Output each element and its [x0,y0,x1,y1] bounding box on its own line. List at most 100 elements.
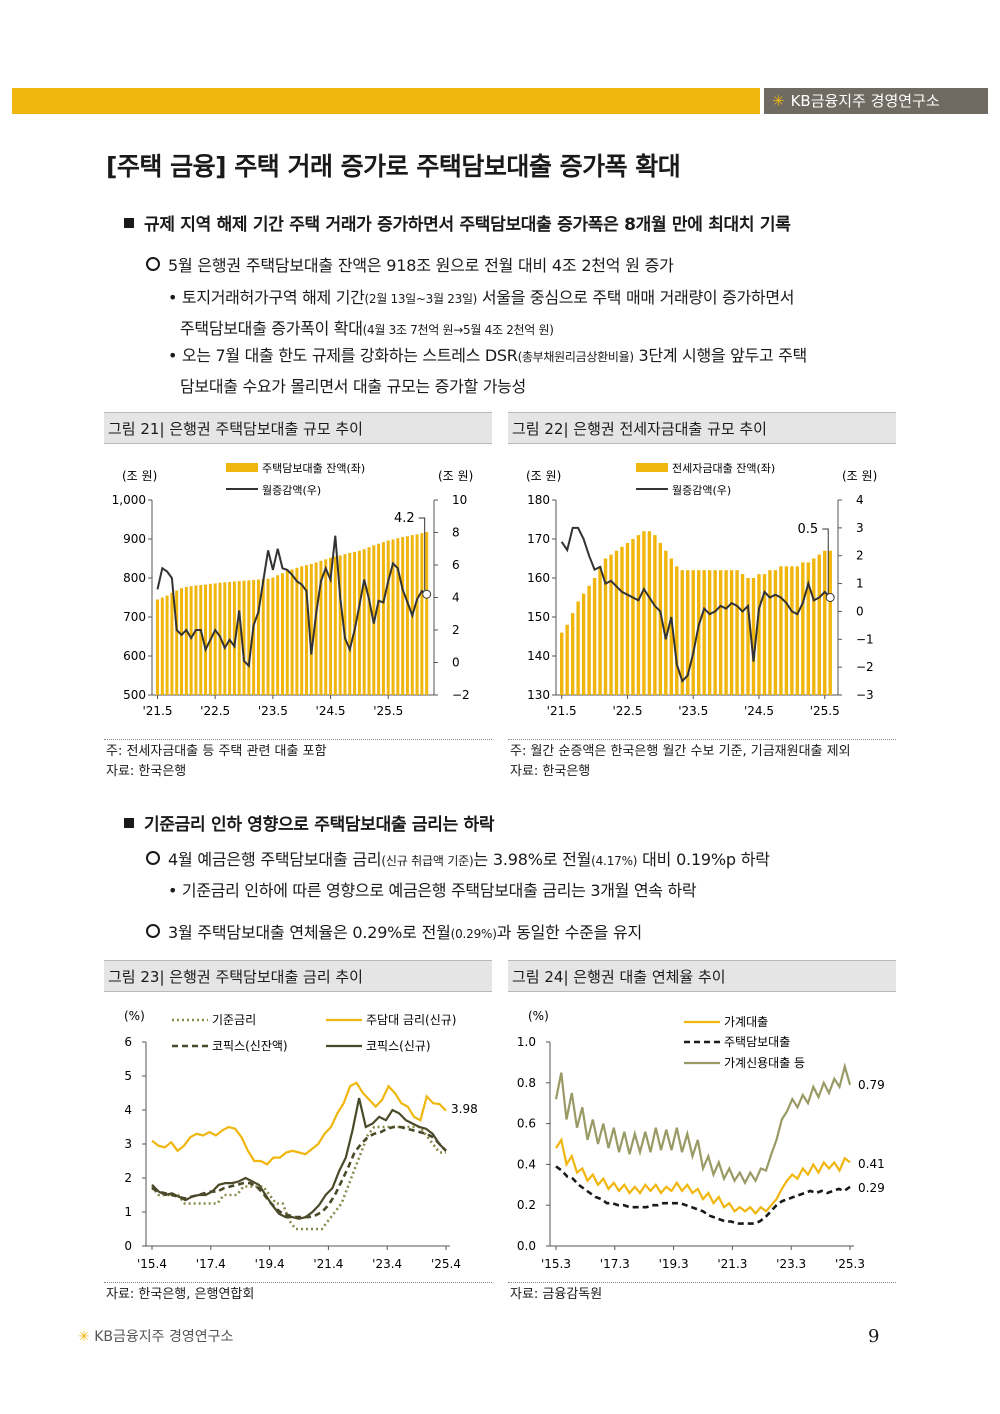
bar [184,586,188,695]
y-tick-label: 1,000 [112,493,146,507]
y-tick-label: 600 [123,649,146,663]
x-tick-label: '21.3 [717,1257,747,1271]
y-tick-label: 0.4 [517,1157,536,1171]
y-tick-label: 160 [527,571,550,585]
line-series [151,1125,447,1219]
bar [647,531,652,695]
y-tick-label: 0.0 [517,1239,536,1253]
x-tick-label: '24.5 [316,704,346,718]
bar [636,535,641,695]
bar [170,592,174,695]
line-series [151,1081,447,1166]
circle-bullet-icon [146,851,160,865]
annotation-label: 4.2 [394,511,415,526]
bar [362,549,366,695]
y2-tick-label: 8 [452,526,460,540]
x-tick-label: '23.3 [776,1257,806,1271]
bar [425,531,429,695]
y-tick-label: 150 [527,610,550,624]
legend-label: 코픽스(신잔액) [212,1039,288,1053]
bar [252,579,256,695]
bar [405,536,409,695]
y2-tick-label: 2 [452,623,460,637]
line-series [560,526,831,683]
y-tick-label: 900 [123,532,146,546]
bar [348,553,352,695]
bar [702,570,706,695]
bar [204,584,208,695]
fig23-chart: (%) 0 1 2 3 4 5 6 기준금리 주담대 금리(신규) 코픽스(신잔액) 코픽스(신규) '… [124,1009,478,1271]
legend-label: 코픽스(신규) [366,1039,431,1053]
fig24-caption: 그림 24| 은행권 대출 연체율 추이 [508,960,896,992]
y-axis-label: (%) [528,1009,549,1023]
divider [508,1282,896,1283]
y2-tick-label: 2 [856,549,864,563]
bar [609,554,613,695]
section1-heading: 규제 지역 해제 기간 주택 거래가 증가하면서 주택담보대출 증가폭은 8개월… [124,210,791,235]
bar [773,570,778,695]
legend-label: 전세자금대출 잔액(좌) [672,462,775,475]
bar [592,578,597,695]
bar [784,566,789,695]
bar [565,624,569,695]
x-tick-label: '25.5 [373,704,403,718]
fig21-note: 주: 전세자금대출 등 주택 관련 대출 포함 자료: 한국은행 [106,744,327,779]
fig21-chart: (조 원) (조 원)주택담보대출 잔액(좌)월증감액(우)50060070080… [112,462,474,718]
circle-bullet-icon [146,924,160,938]
bar [735,570,739,695]
bar [237,581,241,695]
bar [757,574,761,695]
legend-swatch [226,463,258,472]
header-brand: ✳ KB금융지주 경영연구소 [764,88,988,114]
line-series [151,1097,447,1220]
bar [415,534,419,695]
x-tick-label: '22.5 [200,704,230,718]
annotation-label: 0.5 [798,522,819,537]
bar [724,570,728,695]
bar [329,557,333,695]
bar [343,554,347,695]
header-bar [12,88,760,114]
line-series [156,535,428,668]
bar [295,567,299,695]
last-point-marker [825,593,835,602]
page-title: [주택 금융] 주택 거래 증가로 주택담보대출 증가폭 확대 [106,152,681,181]
bar [309,563,313,695]
x-tick-label: '15.4 [137,1257,167,1271]
bar [751,578,756,695]
x-tick-label: '15.3 [541,1257,571,1271]
bar [276,575,280,695]
bar [812,558,816,695]
bar [669,558,673,695]
x-tick-label: '17.3 [600,1257,630,1271]
bar [160,597,164,695]
bar [213,583,217,695]
section1-point: 5월 은행권 주택담보대출 잔액은 918조 원으로 전월 대비 4조 2천억 … [146,252,674,276]
section2-point2: 3월 주택담보대출 연체율은 0.29%로 전월(0.29%)과 동일한 수준을… [146,919,642,943]
section1-bullet2: • 오는 7월 대출 한도 규제를 강화하는 스트레스 DSR(총부채원리금상환… [168,346,807,396]
x-tick-label: '21.5 [142,704,172,718]
page-number: 9 [868,1326,880,1347]
annotation-label: 3.98 [451,1102,478,1116]
fig23-caption: 그림 23| 은행권 주택담보대출 금리 추이 [104,960,492,992]
annotation-label: 0.29 [858,1181,885,1195]
y-tick-label: 0.6 [517,1117,536,1131]
bar [189,586,193,695]
y-tick-label: 5 [124,1069,132,1083]
circle-bullet-icon [146,257,160,271]
bar [266,578,270,695]
x-tick-label: '23.5 [258,704,288,718]
y-axis-label-left: (조 원) [526,469,561,483]
bar [353,551,357,695]
divider [104,1282,492,1283]
fig23-source: 자료: 한국은행, 은행연합회 [106,1287,255,1302]
legend-label: 주담대 금리(신규) [366,1013,456,1027]
y-axis-label: (%) [124,1009,145,1023]
bar [768,570,772,695]
y2-tick-label: −1 [856,632,874,646]
x-tick-label: '25.3 [835,1257,865,1271]
bar [658,542,663,695]
y2-tick-label: 6 [452,558,460,572]
annotation-label: 0.41 [858,1157,885,1171]
bar [367,547,371,695]
